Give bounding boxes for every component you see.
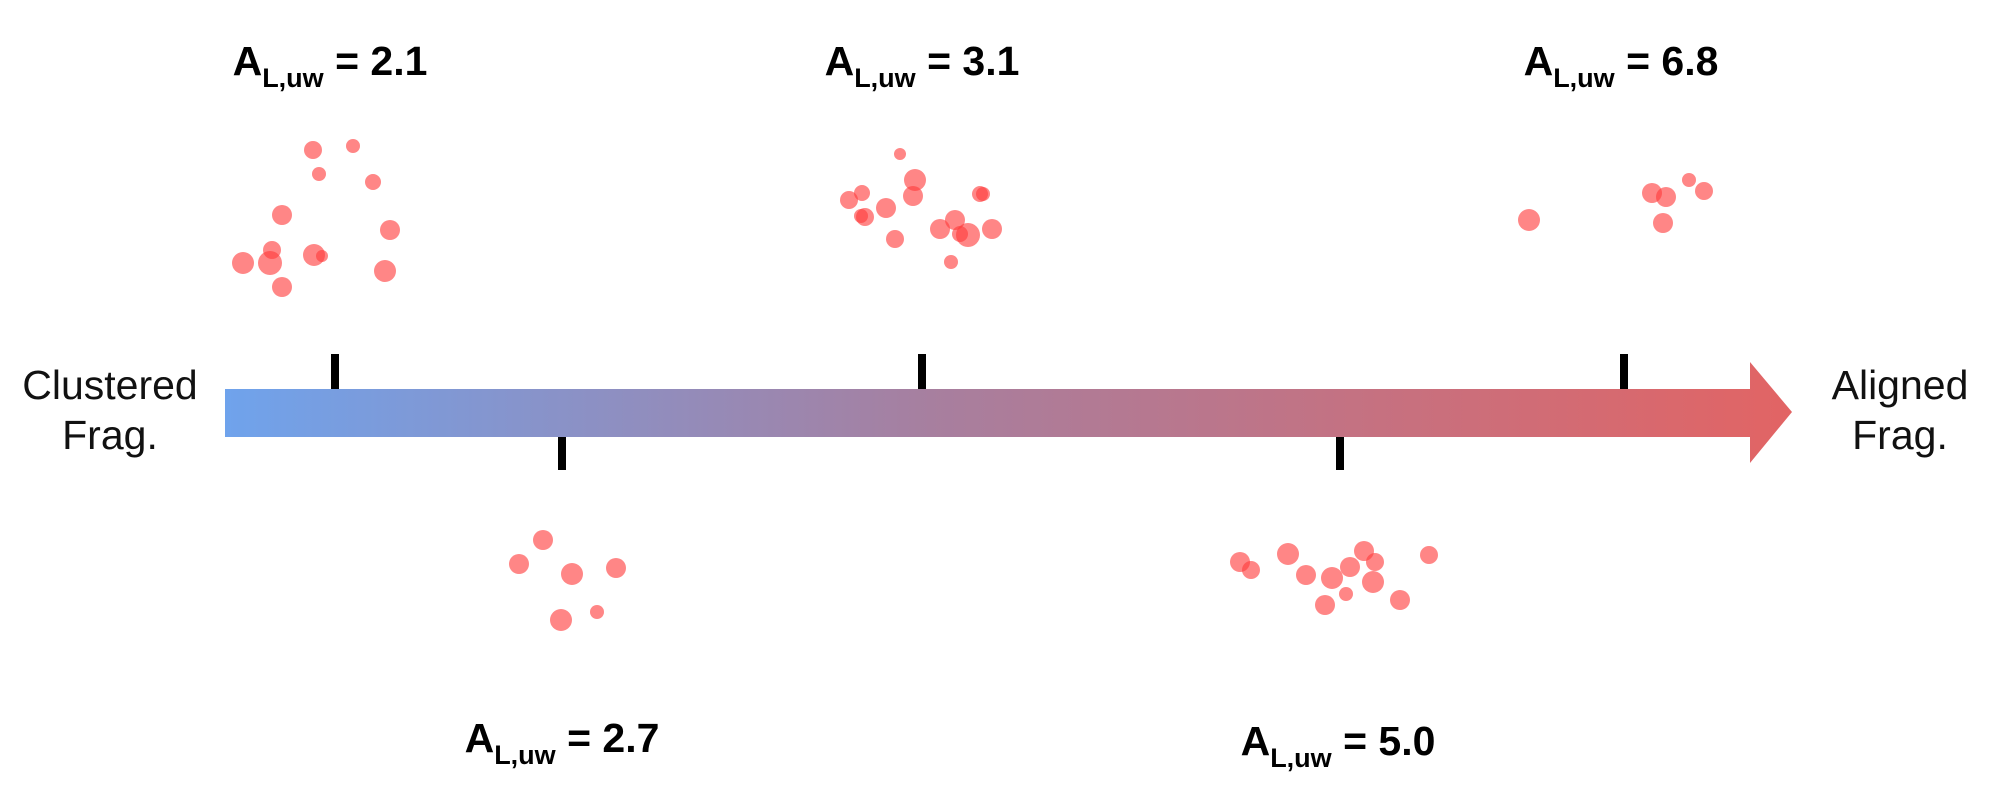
fragment-dot	[365, 174, 381, 190]
marker-symbol: A	[824, 38, 855, 84]
fragment-dot	[380, 220, 400, 240]
left-end-label-line1: Clustered	[22, 362, 198, 408]
fragment-dot	[903, 186, 923, 206]
fragment-dot	[1656, 187, 1676, 207]
fragment-dot	[316, 250, 328, 262]
fragment-dot	[1321, 567, 1343, 589]
fragment-dot	[1296, 565, 1316, 585]
fragment-dot	[1420, 546, 1438, 564]
fragment-dot	[1242, 561, 1260, 579]
fragment-dot	[346, 139, 360, 153]
fragment-dot	[1518, 209, 1540, 231]
fragment-dot	[1340, 557, 1360, 577]
fragment-dot	[982, 219, 1002, 239]
marker-value: 6.8	[1661, 38, 1719, 84]
dot-cluster-2	[509, 530, 626, 631]
fragment-dot	[1362, 571, 1384, 593]
dot-cluster-4	[1230, 541, 1438, 615]
left-end-label-line2: Frag.	[62, 412, 158, 458]
fragment-dot	[876, 198, 896, 218]
fragment-dot	[886, 230, 904, 248]
marker-label-2: AL,uw = 2.7	[412, 715, 712, 771]
marker-subscript: L,uw	[854, 63, 916, 93]
marker-subscript: L,uw	[1553, 63, 1615, 93]
fragment-dot	[894, 148, 906, 160]
fragment-dot	[312, 167, 326, 181]
right-end-label-line2: Frag.	[1852, 412, 1948, 458]
tick-marks	[331, 354, 1628, 470]
gradient-arrow	[225, 362, 1792, 463]
fragment-dot	[1682, 173, 1696, 187]
fragment-dot	[232, 252, 254, 274]
fragment-dot	[550, 609, 572, 631]
marker-equals: =	[1331, 718, 1379, 764]
fragment-dot	[976, 187, 990, 201]
fragment-dot	[930, 219, 950, 239]
dot-cluster-1	[232, 139, 400, 297]
fragment-dot	[904, 169, 926, 191]
fragment-dot	[272, 205, 292, 225]
fragment-dot	[533, 530, 553, 550]
fragment-dot	[374, 260, 396, 282]
dot-cluster-3	[840, 148, 1002, 269]
marker-subscript: L,uw	[1270, 743, 1332, 773]
marker-value: 3.1	[962, 38, 1020, 84]
fragment-dot	[509, 554, 529, 574]
marker-label-3: AL,uw = 3.1	[772, 38, 1072, 94]
fragment-dot	[944, 255, 958, 269]
fragment-dot	[945, 210, 965, 230]
marker-symbol: A	[1523, 38, 1554, 84]
left-end-label: Clustered Frag.	[0, 360, 220, 460]
fragment-dot	[1366, 553, 1384, 571]
marker-value: 5.0	[1378, 718, 1436, 764]
fragment-dot	[1339, 587, 1353, 601]
fragment-dot-clusters	[232, 139, 1713, 631]
marker-symbol: A	[232, 38, 263, 84]
fragment-dot	[272, 277, 292, 297]
fragment-dot	[952, 226, 968, 242]
right-end-label: Aligned Frag.	[1790, 360, 2000, 460]
marker-value: 2.1	[370, 38, 428, 84]
fragment-dot	[854, 185, 870, 201]
fragment-dot	[1653, 213, 1673, 233]
marker-subscript: L,uw	[494, 740, 556, 770]
fragment-dot	[1277, 543, 1299, 565]
right-end-label-line1: Aligned	[1831, 362, 1969, 408]
fragment-dot	[1695, 182, 1713, 200]
marker-equals: =	[1614, 38, 1662, 84]
fragment-dot	[1390, 590, 1410, 610]
marker-equals: =	[915, 38, 963, 84]
marker-label-1: AL,uw = 2.1	[180, 38, 480, 94]
marker-label-5: AL,uw = 6.8	[1471, 38, 1771, 94]
marker-symbol: A	[1240, 718, 1271, 764]
marker-label-4: AL,uw = 5.0	[1188, 718, 1488, 774]
marker-subscript: L,uw	[262, 63, 324, 93]
fragment-dot	[840, 191, 858, 209]
marker-symbol: A	[464, 715, 495, 761]
marker-equals: =	[555, 715, 603, 761]
dot-cluster-5	[1518, 173, 1713, 233]
fragment-dot	[1315, 595, 1335, 615]
marker-value: 2.7	[602, 715, 660, 761]
fragment-dot	[304, 141, 322, 159]
fragment-dot	[854, 209, 868, 223]
fragment-dot	[590, 605, 604, 619]
fragment-dot	[258, 251, 282, 275]
marker-equals: =	[323, 38, 371, 84]
fragment-dot	[606, 558, 626, 578]
fragment-dot	[561, 563, 583, 585]
